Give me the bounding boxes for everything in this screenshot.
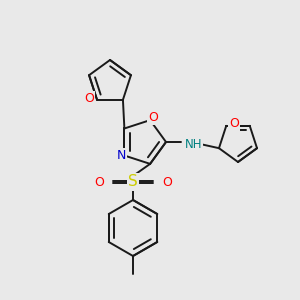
Text: S: S bbox=[128, 175, 138, 190]
Text: O: O bbox=[162, 176, 172, 188]
Text: O: O bbox=[94, 176, 104, 188]
Text: N: N bbox=[117, 149, 126, 162]
Text: O: O bbox=[148, 111, 158, 124]
Text: O: O bbox=[84, 92, 94, 105]
Text: O: O bbox=[229, 117, 239, 130]
Text: NH: NH bbox=[185, 137, 202, 151]
